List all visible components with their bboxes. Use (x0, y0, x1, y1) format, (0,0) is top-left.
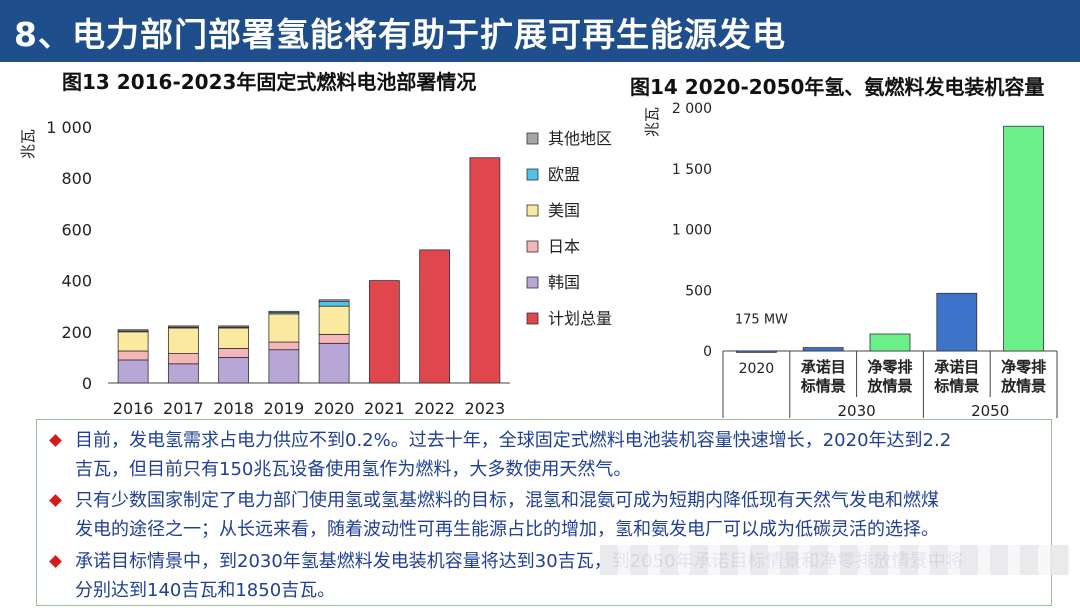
chart1-legend-swatch (526, 276, 539, 289)
note-1: 目前，发电氢需求占电力供应不到0.2%。过去十年，全球固定式燃料电池装机容量快速… (49, 426, 1075, 484)
chart1-bar-segment (218, 356, 250, 384)
chart1-legend-swatch (526, 168, 539, 181)
chart1-ytick-label: 0 (82, 374, 92, 393)
chart1-xtick-label: 2023 (465, 399, 506, 418)
chart1-bar-segment (318, 333, 350, 344)
chart1-legend-swatch (526, 132, 539, 145)
chart1-xtick-label: 2020 (314, 399, 355, 418)
chart1-bar-segment (117, 350, 149, 361)
chart1-bar-segment (117, 331, 149, 352)
chart1-bar-segment (318, 305, 350, 335)
chart1-bar-segment (419, 249, 451, 384)
chart1-legend-label: 韩国 (548, 273, 580, 292)
chart1-bar-segment (117, 359, 149, 384)
chart1-legend-swatch (526, 204, 539, 217)
chart1-xtick-label: 2017 (163, 399, 204, 418)
chart2-annotation: 175 MW (735, 313, 788, 328)
chart1-legend-swatch (526, 240, 539, 253)
chart1-bar-segment (318, 299, 350, 302)
chart1-legend-swatch (526, 312, 539, 325)
notes-box: 目前，发电氢需求占电力供应不到0.2%。过去十年，全球固定式燃料电池装机容量快速… (36, 419, 1052, 606)
chart1-bar-segment (167, 363, 199, 384)
chart1-ytick-label: 600 (61, 220, 92, 239)
note-1-line-1: 目前，发电氢需求占电力供应不到0.2%。过去十年，全球固定式燃料电池装机容量快速… (75, 430, 952, 451)
chart1-bar-segment (218, 325, 250, 328)
note-3-line-2: 分别达到140吉瓦和1850吉瓦。 (75, 580, 336, 601)
chart2-xtick-label: 净零排 (867, 358, 912, 376)
chart2-xtick-label: 标情景 (933, 377, 979, 395)
chart1-bar-segment (117, 329, 149, 332)
chart2-ylabel: 兆瓦 (643, 107, 661, 137)
note-1-line-2: 吉瓦，但目前只有150兆瓦设备使用氢作为燃料，大多数使用天然气。 (75, 459, 632, 480)
chart2-ytick-label: 1 000 (672, 223, 712, 239)
chart1-bar-segment (218, 348, 250, 358)
chart1-ytick-label: 400 (61, 272, 92, 291)
chart1-xtick-label: 2019 (264, 399, 305, 418)
diamond-bullet-icon (49, 434, 62, 447)
chart1-bar-segment (368, 280, 400, 384)
chart2-bar (1003, 125, 1045, 352)
chart1-xtick-label: 2022 (414, 399, 455, 418)
chart1-bar-segment (268, 341, 300, 351)
header-bar: 8、电力部门部署氢能将有助于扩展可再生能源发电 (0, 0, 1080, 62)
chart2-bar (869, 333, 911, 352)
chart1-bar-segment (318, 301, 350, 307)
chart2-xtick-label: 承诺目 (801, 358, 846, 376)
chart2-xtick-label: 放情景 (866, 377, 912, 395)
chart2-ytick-label: 500 (685, 283, 712, 299)
chart1-legend-label: 美国 (548, 201, 580, 220)
chart1-bar-segment (268, 310, 300, 314)
chart1-legend-label: 计划总量 (548, 309, 612, 328)
chart2-group-label: 2050 (971, 402, 1009, 420)
chart1-xtick-label: 2016 (113, 399, 154, 418)
page-title: 8、电力部门部署氢能将有助于扩展可再生能源发电 (14, 15, 786, 54)
chart1-bar-segment (268, 349, 300, 384)
diamond-bullet-icon (49, 494, 62, 507)
chart1-plot: 兆瓦 0 200 400 600 800 1 000 2016 2017 2018 2019 2020… (19, 118, 612, 418)
chart2-xtick-label: 放情景 (1000, 377, 1046, 395)
chart2-xtick-label: 净零排 (1001, 358, 1046, 376)
chart1-bar-segment (469, 157, 501, 384)
chart1-bar-segment (218, 327, 250, 349)
chart1-bar-segment (318, 342, 350, 384)
chart1-title: 图13 2016-2023年固定式燃料电池部署情况 (62, 70, 477, 94)
chart1-bar-segment (167, 327, 199, 354)
chart2-bar (936, 292, 978, 352)
chart1-bar-segment (167, 325, 199, 328)
chart2-xtick-label: 承诺目 (934, 358, 979, 376)
note-2-line-1: 只有少数国家制定了电力部门使用氢或氢基燃料的目标，混氢和混氨可成为短期内降低现有… (75, 490, 939, 511)
diamond-bullet-icon (49, 555, 62, 568)
note-2: 只有少数国家制定了电力部门使用氢或氢基燃料的目标，混氢和混氨可成为短期内降低现有… (49, 486, 1075, 544)
chart2-xtick-label: 2020 (739, 361, 775, 377)
chart2-bar (802, 347, 844, 352)
chart1-legend-label: 日本 (548, 237, 580, 256)
note-2-line-2: 发电的途径之一；从长远来看，随着波动性可再生能源占比的增加，氢和氨发电厂可以成为… (75, 519, 939, 540)
chart1-ytick-label: 1 000 (46, 118, 92, 137)
chart1-bar-segment (268, 313, 300, 343)
chart2-ytick-label: 0 (703, 344, 712, 360)
chart2-ytick-label: 2 000 (672, 101, 712, 117)
chart1-legend-label: 欧盟 (548, 165, 580, 184)
chart1-ytick-label: 800 (61, 169, 92, 188)
chart2-xtick-label: 标情景 (800, 377, 846, 395)
chart1-legend-label: 其他地区 (548, 129, 612, 148)
chart2-title: 图14 2020-2050年氢、氨燃料发电装机容量 (630, 75, 1045, 99)
chart2-group-label: 2030 (838, 402, 876, 420)
chart1-ytick-label: 200 (61, 323, 92, 342)
chart1-bar-segment (167, 353, 199, 365)
chart2-bar (736, 350, 777, 353)
blurred-overlay (600, 545, 1070, 575)
chart1-ylabel: 兆瓦 (19, 129, 37, 159)
chart2-ytick-label: 1 500 (672, 162, 712, 178)
chart1-xtick-label: 2018 (213, 399, 254, 418)
chart1-xtick-label: 2021 (364, 399, 405, 418)
